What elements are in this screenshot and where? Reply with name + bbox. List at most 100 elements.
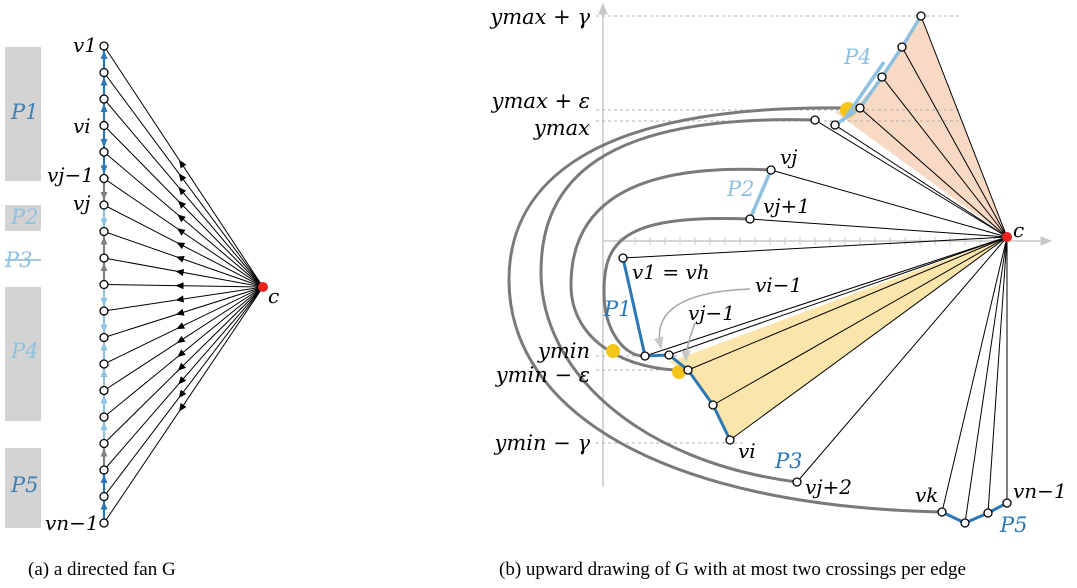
fan-vertex — [99, 412, 109, 422]
pointer-vj-1 — [681, 322, 696, 363]
path-edge-arrow — [100, 236, 108, 245]
fan-edge-arrow — [176, 228, 186, 236]
fan-edge-arrow — [176, 322, 186, 329]
label-v1: v1 — [73, 33, 97, 57]
fan-edge-arrow — [178, 173, 187, 182]
path-edge-arrow — [100, 139, 108, 147]
highlight-ymin — [606, 344, 620, 358]
curve-1 — [602, 216, 751, 358]
fan-edge-arrow — [175, 308, 185, 316]
path-p5 — [941, 501, 1008, 525]
vertices-b — [618, 11, 1012, 528]
label-p5: P5 — [10, 473, 39, 497]
label-vk-b: vk — [915, 483, 938, 507]
caption-b: (b) upward drawing of G with at most two… — [499, 559, 966, 580]
highlight-ymin-eps — [672, 365, 686, 379]
fan-vertex — [99, 200, 109, 210]
fan-vertex — [99, 41, 109, 51]
label-p2: P2 — [10, 205, 39, 229]
label-p3-b: P3 — [774, 449, 803, 473]
fan-vertex — [99, 279, 109, 290]
fan-vertices — [99, 41, 109, 528]
group-labels: P1 P2 P3 P4 P5 — [4, 100, 39, 497]
fan-vertex — [99, 120, 109, 131]
vertex-labels-b: c vj vj+1 v1 = vh vi−1 vj−1 vi vj+2 vk v… — [632, 145, 1067, 507]
path-edge-arrow — [100, 165, 108, 174]
panel-b: ymax + γ ymax + ε ymax ymin ymin − ε ymi… — [489, 2, 1067, 537]
fan-vertex — [99, 253, 109, 263]
fan-edge-arrow — [178, 186, 187, 196]
fan-edge-arrow — [177, 214, 186, 223]
path-p2 — [748, 169, 773, 220]
pointer-vi-1 — [653, 288, 751, 350]
fan-vertex — [99, 518, 109, 528]
label-p1-b: P1 — [603, 297, 632, 321]
hub-vertex-c-b — [1002, 232, 1012, 242]
y-level-labels: ymax + γ ymax + ε ymax ymin ymin − ε ymi… — [489, 5, 590, 455]
panel-a: P1 P2 P3 P4 P5 v1 vi vj−1 vj vn−1 c — [4, 33, 279, 535]
path-edge-arrow — [100, 104, 108, 112]
fan-vertex — [99, 94, 109, 104]
path-edge-arrow — [100, 501, 108, 510]
label-vi-1-b: vi−1 — [755, 273, 802, 297]
fan-vertex — [99, 359, 109, 369]
fan-edges — [103, 45, 264, 524]
label-p3: P3 — [4, 248, 33, 272]
path-edges — [100, 50, 108, 519]
fan-edge-arrow — [178, 376, 187, 385]
group-box-p1 — [5, 47, 41, 181]
fan-edge-arrow — [175, 269, 185, 276]
label-vn-1-b: vn−1 — [1013, 479, 1067, 503]
label-ymax-eps: ymax + ε — [491, 89, 590, 113]
path-edge-arrow — [100, 475, 108, 483]
fan-edge-arrow — [178, 389, 187, 399]
label-c-b: c — [1013, 218, 1024, 242]
path-edge-arrow — [100, 324, 108, 333]
label-vj-1: vj−1 — [47, 163, 94, 187]
fan-edge-arrow — [175, 255, 185, 263]
region-yellow — [669, 237, 1007, 440]
label-v1-vh: v1 = vh — [632, 260, 710, 284]
label-vj+2-b: vj+2 — [805, 475, 852, 499]
fan-edge-arrow — [177, 349, 186, 358]
path-edge-arrow — [100, 77, 108, 86]
fan-vertex — [99, 438, 109, 449]
fan-edge-arrow — [177, 200, 186, 209]
label-pointers — [653, 288, 751, 363]
fan-edge-arrow — [179, 403, 187, 412]
label-vi: vi — [73, 114, 91, 138]
label-c-a: c — [268, 284, 279, 308]
fan-vertex — [99, 385, 109, 396]
path-edge-arrow — [100, 298, 108, 306]
hub-vertex-c — [258, 282, 268, 292]
fan-vertex — [99, 465, 109, 475]
label-p2-b: P2 — [726, 177, 755, 201]
fan-vertex — [99, 147, 109, 157]
path-labels-b: P1 P2 P3 P4 P5 — [603, 45, 1028, 537]
vertex-labels-a: v1 vi vj−1 vj vn−1 c — [45, 33, 279, 535]
label-vj: vj — [73, 191, 91, 215]
label-vj+1-b: vj+1 — [763, 194, 810, 218]
path-edge-arrow — [100, 218, 108, 227]
fan-edge-arrow — [176, 242, 186, 250]
path-edge-arrow — [100, 342, 108, 351]
label-ymin: ymin — [537, 339, 590, 363]
group-boxes — [5, 47, 41, 528]
fan-vertex — [99, 173, 109, 184]
path-edge-arrow — [100, 422, 108, 430]
path-edge-arrow — [100, 192, 108, 200]
fan-vertex — [99, 226, 109, 237]
fan-vertex — [99, 67, 109, 78]
label-p5-b: P5 — [999, 513, 1028, 537]
curve-3 — [539, 118, 816, 484]
group-box-p4 — [5, 287, 41, 421]
label-vj-b: vj — [780, 145, 798, 169]
fan-edge-arrow — [179, 159, 187, 169]
label-p4: P4 — [10, 339, 39, 363]
path-edge-arrow — [100, 263, 108, 271]
fan-vertex — [99, 332, 109, 343]
label-ymax-gamma: ymax + γ — [489, 5, 590, 29]
fan-edge-arrow — [175, 295, 185, 303]
edges-to-c — [622, 15, 1008, 524]
